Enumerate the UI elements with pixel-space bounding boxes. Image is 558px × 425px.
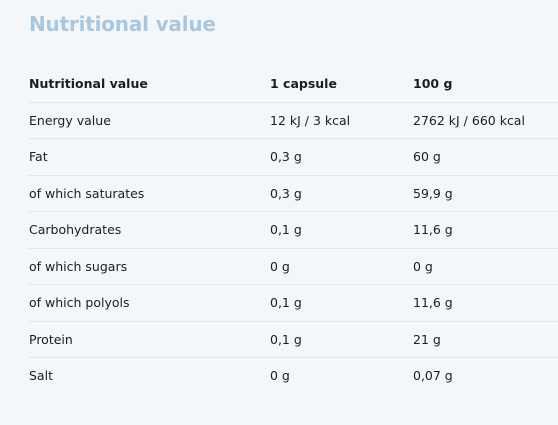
nutrient-name: of which polyols [29,295,130,310]
per-100g-value: 11,6 g [413,222,453,237]
per-capsule-value: 0,3 g [270,185,302,201]
table-row: of which sugars 0 g 0 g [29,249,558,285]
per-100g-value: 0,07 g [413,368,453,383]
per-capsule-value: 0,3 g [270,149,302,164]
per-100g-value: 59,9 g [413,185,453,201]
nutrient-name: of which sugars [29,258,128,274]
per-capsule-value: 0,1 g [270,295,302,310]
per-100g-value: 0 g [413,258,433,274]
nutrient-name: Energy value [29,112,111,128]
section-title: Nutritional value [29,12,216,36]
table-header-row: Nutritional value 1 capsule 100 g [29,66,558,103]
nutrient-name: Salt [29,368,53,383]
per-capsule-value: 0 g [270,368,290,383]
header-nutrient: Nutritional value [29,76,148,91]
per-capsule-value: 12 kJ / 3 kcal [270,112,351,128]
table-row: Energy value 12 kJ / 3 kcal 2762 kJ / 66… [29,103,558,139]
per-100g-value: 21 g [413,331,441,347]
table-row: Carbohydrates 0,1 g 11,6 g [29,212,558,249]
per-capsule-value: 0,1 g [270,222,302,237]
per-100g-value: 2762 kJ / 660 kcal [413,112,525,128]
nutrition-table: Nutritional value 1 capsule 100 g Energy… [29,66,558,395]
per-100g-value: 11,6 g [413,295,453,310]
per-capsule-value: 0,1 g [270,331,302,347]
table-row: Fat 0,3 g 60 g [29,139,558,176]
per-capsule-value: 0 g [270,258,290,274]
header-per-capsule: 1 capsule [270,76,337,91]
per-100g-value: 60 g [413,149,441,164]
nutrient-name: Protein [29,331,73,347]
nutrient-name: Carbohydrates [29,222,122,237]
table-row: of which polyols 0,1 g 11,6 g [29,285,558,322]
table-row: Protein 0,1 g 21 g [29,322,558,358]
table-row: Salt 0 g 0,07 g [29,358,558,395]
nutrient-name: Fat [29,149,48,164]
header-per-100g: 100 g [413,76,453,91]
table-row: of which saturates 0,3 g 59,9 g [29,176,558,212]
nutrient-name: of which saturates [29,185,145,201]
